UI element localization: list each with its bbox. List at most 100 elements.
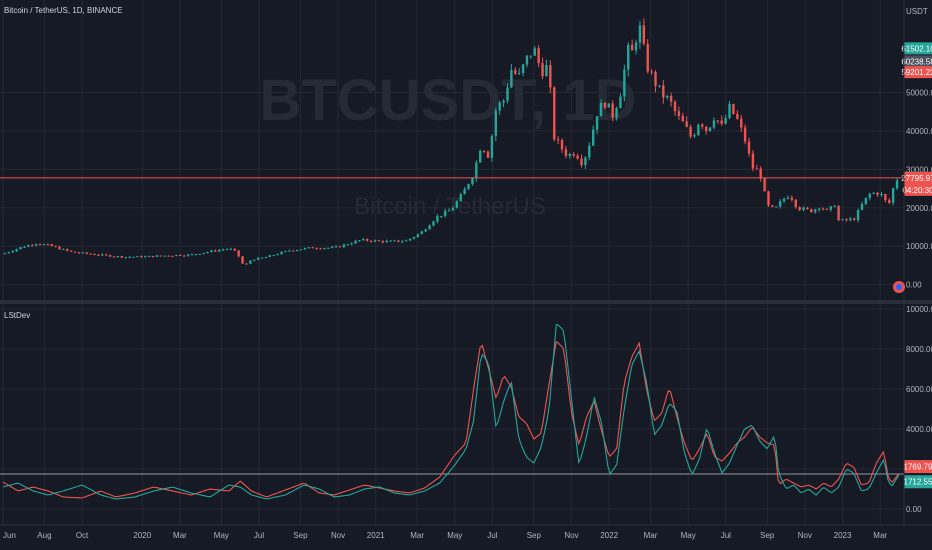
time-axis[interactable]: Jun Aug Oct 2020 Mar May Jul Sep Nov 2021 Mar May Ju… xyxy=(3,531,887,540)
candle-body xyxy=(198,253,201,255)
price-candles[interactable] xyxy=(0,18,904,265)
candle-body xyxy=(510,70,513,88)
candle-body xyxy=(190,254,194,256)
candle-body xyxy=(864,197,868,205)
candle-body xyxy=(778,201,782,207)
candle-body xyxy=(786,197,790,199)
candle-body xyxy=(677,111,681,116)
indicator-lines[interactable] xyxy=(0,323,904,500)
candle-body xyxy=(350,243,353,245)
candle-body xyxy=(303,248,307,250)
candle-body xyxy=(81,252,85,254)
candle-body xyxy=(373,240,377,242)
indicator-value-badge-text: 1769.79 xyxy=(904,463,932,472)
candle-body xyxy=(697,124,700,136)
candle-body xyxy=(451,207,455,211)
time-tick-label: Sep xyxy=(760,531,775,540)
price-tick-label: 0.00 xyxy=(906,281,922,290)
candle-body xyxy=(623,69,626,97)
candle-body xyxy=(529,55,533,57)
candle-body xyxy=(436,216,439,222)
scale-settings-button[interactable] xyxy=(893,281,905,293)
candle-body xyxy=(541,63,544,77)
price-axis[interactable]: 0.00 10000.00 20000.00 30000.00 40000.00 5000… xyxy=(906,89,932,290)
time-tick-label: Nov xyxy=(798,531,812,540)
candle-body xyxy=(732,104,735,114)
candle-body xyxy=(662,85,665,98)
candle-body xyxy=(171,255,174,257)
price-tick-label: 50000.00 xyxy=(906,89,932,98)
candle-body xyxy=(459,194,462,202)
time-tick-label: Sep xyxy=(293,531,308,540)
time-tick-label: 2023 xyxy=(834,531,852,540)
candle-body xyxy=(556,139,560,141)
candle-body xyxy=(182,255,186,257)
indicator-legend[interactable]: LStDev xyxy=(4,311,30,320)
candle-body xyxy=(658,85,661,87)
candle-body xyxy=(245,263,248,265)
time-tick-label: Jun xyxy=(3,531,16,540)
candle-body xyxy=(229,248,233,250)
price-tick-label: 20000.00 xyxy=(906,204,932,213)
candle-body xyxy=(408,238,412,241)
candle-body xyxy=(358,240,361,242)
candle-body xyxy=(272,255,275,257)
candle-body xyxy=(210,250,213,253)
candle-body xyxy=(712,120,716,128)
candle-body xyxy=(124,257,127,259)
candle-body xyxy=(206,252,209,254)
candle-body xyxy=(502,100,505,103)
symbol-legend[interactable]: Bitcoin / TetherUS, 1D, BINANCE xyxy=(4,6,123,15)
candle-body xyxy=(841,219,844,221)
candle-body xyxy=(381,240,385,243)
candle-body xyxy=(330,246,334,248)
pane-separator[interactable] xyxy=(0,300,932,304)
candle-body xyxy=(576,155,579,159)
candle-body xyxy=(233,248,236,251)
candle-body xyxy=(23,246,26,248)
scale-label-badge-text: 60238.58 xyxy=(901,57,932,66)
time-tick-label: Mar xyxy=(873,531,887,540)
candle-body xyxy=(385,240,388,243)
candle-body xyxy=(73,251,77,253)
candle-body xyxy=(299,249,303,251)
candle-body xyxy=(256,257,260,260)
scale-label-badge xyxy=(904,66,932,79)
price-tick-label: 40000.00 xyxy=(906,127,932,136)
candle-body xyxy=(775,206,778,208)
candle-body xyxy=(319,248,322,250)
candle-body xyxy=(89,253,92,255)
candle-body xyxy=(619,96,622,109)
candle-body xyxy=(634,42,638,51)
candle-body xyxy=(362,239,365,241)
last-price-text: 27795.97 xyxy=(901,174,932,183)
candle-body xyxy=(755,168,759,170)
candle-body xyxy=(108,255,112,257)
candle-body xyxy=(412,236,416,239)
candle-body xyxy=(849,218,852,221)
candle-body xyxy=(630,44,634,51)
candle-body xyxy=(334,246,338,248)
indicator-pane-background xyxy=(0,304,904,525)
indicator-series-line xyxy=(2,340,900,499)
candle-body xyxy=(763,178,766,192)
candle-body xyxy=(833,206,836,208)
candle-body xyxy=(105,254,108,256)
candle-body xyxy=(845,219,848,221)
candle-body xyxy=(825,208,829,210)
candle-body xyxy=(369,240,373,242)
time-tick-label: May xyxy=(681,531,696,540)
candle-body xyxy=(467,184,470,190)
time-tick-label: May xyxy=(214,531,229,540)
candle-body xyxy=(810,209,813,213)
currency-label: USDT xyxy=(906,7,928,16)
watermark-ticker: BTCUSDT, 1D xyxy=(259,68,636,133)
candle-body xyxy=(428,225,431,230)
candle-body xyxy=(163,255,166,257)
candle-body xyxy=(420,231,423,235)
scale-label-badge xyxy=(904,55,932,68)
candle-body xyxy=(34,244,38,246)
candle-body xyxy=(346,244,349,246)
candle-body xyxy=(194,254,198,256)
